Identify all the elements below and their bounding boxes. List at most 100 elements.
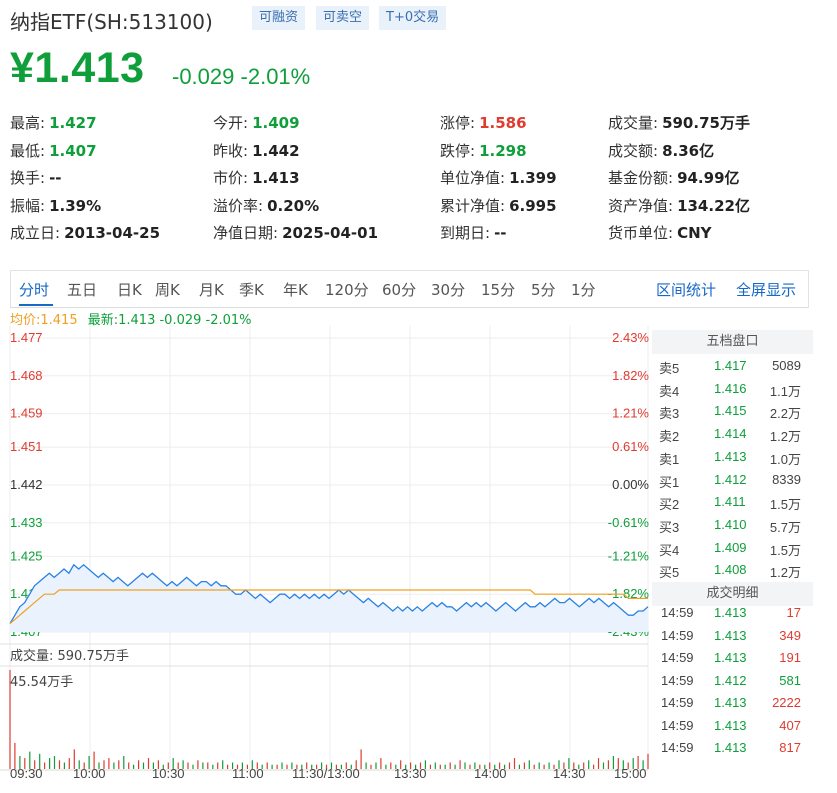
tab-4[interactable]: 月K — [199, 281, 224, 299]
tab-8[interactable]: 60分 — [382, 281, 417, 299]
intraday-chart[interactable]: 1.477 2.43% 1.468 1.82% 1.459 1.21% 1.451 0.61%… — [0, 326, 652, 793]
volume-bar — [563, 762, 565, 769]
y-tick-right: -1.82% — [608, 586, 650, 601]
time-tick: 14:30 — [553, 766, 586, 781]
tab-12[interactable]: 1分 — [571, 281, 596, 299]
order-label: 卖5 — [659, 361, 680, 376]
y-tick-right: 0.00% — [612, 477, 649, 492]
y-tick-right: 0.61% — [612, 439, 649, 454]
tab-7[interactable]: 120分 — [325, 281, 369, 299]
volume-bar — [593, 764, 595, 769]
fullscreen-button[interactable]: 全屏显示 — [736, 281, 797, 299]
tag-t0: T+0交易 — [379, 6, 447, 30]
quote-key: 成交量: — [608, 114, 659, 132]
price-line — [9, 563, 649, 624]
quote-key: 基金份额: — [608, 169, 674, 187]
quote-col3-row-1: 跌停: 1.298 — [440, 140, 527, 161]
quote-key: 最高: — [10, 114, 46, 132]
quote-value: 0.20% — [267, 197, 320, 215]
volume-bar — [236, 764, 239, 769]
tab-2[interactable]: 日K — [117, 281, 142, 299]
volume-bar — [83, 762, 85, 769]
quote-key: 溢价率: — [213, 197, 264, 215]
quote-col1-row-2: 换手: -- — [10, 167, 62, 188]
trade-volume: 349 — [779, 627, 801, 643]
order-volume: 8339 — [772, 471, 801, 487]
volume-bar — [429, 764, 431, 769]
volume-bar — [316, 764, 318, 769]
volume-bar — [360, 749, 362, 769]
volume-bar — [513, 758, 516, 769]
volume-bar — [103, 760, 105, 769]
quote-col4-row-0: 成交量: 590.75万手 — [608, 112, 750, 133]
order-price: 1.408 — [714, 562, 747, 578]
volume-bar — [172, 758, 174, 769]
volume-bar — [494, 764, 496, 769]
tag-margin: 可融资 — [252, 6, 306, 30]
tab-3[interactable]: 周K — [155, 281, 180, 299]
order-volume: 1.5万 — [769, 542, 801, 558]
volume-bar — [147, 758, 150, 769]
quote-key: 成立日: — [10, 224, 61, 242]
tab-10[interactable]: 15分 — [481, 281, 516, 299]
volume-bar — [24, 758, 26, 769]
y-tick-right: 1.82% — [612, 368, 649, 383]
y-tick-left: 1.459 — [10, 406, 43, 421]
trade-time: 14:59 — [661, 672, 694, 688]
order-volume: 1.2万 — [769, 565, 801, 581]
volume-bar — [187, 762, 189, 769]
volume-bar — [607, 760, 609, 769]
volume-bar — [627, 762, 629, 769]
tab-9[interactable]: 30分 — [431, 281, 466, 299]
volume-bar — [286, 764, 288, 769]
order-book-row: 卖2 1.414 1.2万 — [652, 423, 813, 446]
order-label: 卖3 — [659, 406, 680, 422]
quote-value: 6.995 — [509, 197, 557, 215]
range-stats-button[interactable]: 区间统计 — [656, 281, 717, 299]
volume-bar — [602, 762, 605, 769]
volume-bar — [227, 764, 229, 769]
page-title: 纳指ETF(SH:513100) — [10, 10, 213, 34]
trade-time: 14:59 — [661, 695, 694, 710]
tab-6[interactable]: 年K — [283, 281, 308, 299]
quote-value: -- — [49, 169, 62, 187]
volume-bar — [385, 764, 387, 769]
order-volume: 1.2万 — [769, 429, 801, 445]
volume-bar — [217, 762, 219, 769]
volume-bar — [261, 764, 263, 769]
quote-col1-row-0: 最高: 1.427 — [10, 112, 97, 133]
volume-bar — [444, 764, 446, 769]
order-book-row: 买3 1.410 5.7万 — [652, 514, 813, 537]
volume-bar — [281, 762, 283, 769]
trade-volume: 191 — [779, 650, 801, 665]
volume-bar — [128, 762, 130, 769]
volume-bar — [533, 764, 535, 769]
volume-bar — [222, 760, 224, 769]
volume-bar — [113, 762, 115, 769]
volume-bar — [415, 764, 417, 769]
volume-bar — [98, 762, 100, 769]
volume-bar — [291, 762, 293, 769]
y-tick-right: -1.21% — [608, 548, 650, 563]
tab-5[interactable]: 季K — [239, 281, 264, 299]
tag-short: 可卖空 — [316, 6, 370, 30]
tab-0[interactable]: 分时 — [19, 281, 50, 299]
y-tick-left: 1.425 — [10, 548, 43, 563]
volume-bar — [133, 764, 135, 769]
quote-value: 1.586 — [479, 114, 527, 132]
tab-11[interactable]: 5分 — [531, 281, 556, 299]
trade-time: 14:59 — [661, 717, 694, 733]
volume-bar — [207, 762, 209, 769]
volume-bar — [350, 764, 352, 769]
volume-bar — [162, 764, 164, 769]
volume-bar — [266, 762, 268, 769]
volume-bar — [251, 760, 253, 769]
volume-bar — [499, 762, 501, 769]
quote-col1-row-4: 成立日: 2013-04-25 — [10, 222, 160, 243]
quote-value: 1.407 — [49, 142, 97, 160]
volume-bar — [508, 762, 511, 769]
quote-col4-row-3: 资产净值: 134.22亿 — [608, 195, 750, 216]
volume-bar — [642, 760, 644, 769]
tab-1[interactable]: 五日 — [67, 281, 98, 299]
volume-bar — [296, 764, 298, 769]
